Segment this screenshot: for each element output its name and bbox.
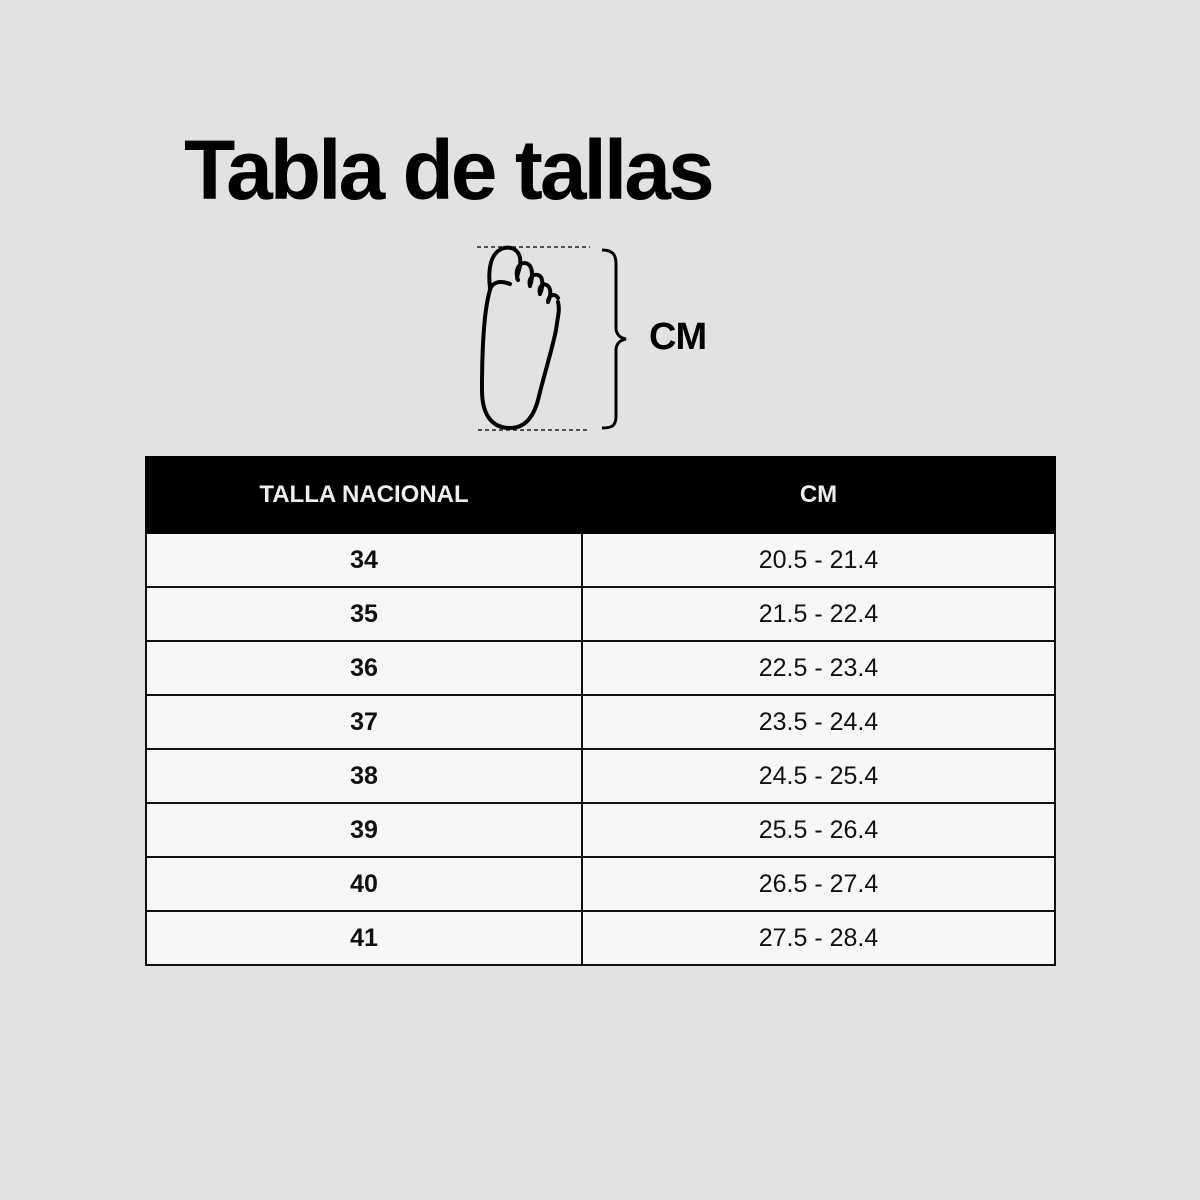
cm-cell: 24.5 - 25.4 — [581, 748, 1056, 804]
size-cell: 35 — [145, 586, 583, 642]
header-cm: CM — [581, 456, 1056, 534]
size-cell: 38 — [145, 748, 583, 804]
cm-cell: 25.5 - 26.4 — [581, 802, 1056, 858]
foot-icon — [477, 245, 627, 431]
table-row: 36 22.5 - 23.4 — [145, 640, 1056, 696]
page-title: Tabla de tallas — [184, 123, 715, 217]
size-cell: 34 — [145, 532, 583, 588]
table-row: 39 25.5 - 26.4 — [145, 802, 1056, 858]
table-row: 38 24.5 - 25.4 — [145, 748, 1056, 804]
table-row: 34 20.5 - 21.4 — [145, 532, 1056, 588]
header-talla-nacional: TALLA NACIONAL — [145, 456, 583, 534]
cm-cell: 21.5 - 22.4 — [581, 586, 1056, 642]
table-header-row: TALLA NACIONAL CM — [145, 456, 1056, 534]
size-cell: 36 — [145, 640, 583, 696]
cm-label: CM — [649, 316, 707, 358]
cm-cell: 27.5 - 28.4 — [581, 910, 1056, 966]
size-table: TALLA NACIONAL CM 34 20.5 - 21.4 35 21.5 - … — [145, 456, 1056, 966]
cm-cell: 26.5 - 27.4 — [581, 856, 1056, 912]
size-cell: 40 — [145, 856, 583, 912]
table-row: 37 23.5 - 24.4 — [145, 694, 1056, 750]
cm-cell: 20.5 - 21.4 — [581, 532, 1056, 588]
cm-cell: 23.5 - 24.4 — [581, 694, 1056, 750]
foot-outline — [479, 245, 561, 431]
cm-cell: 22.5 - 23.4 — [581, 640, 1056, 696]
table-row: 40 26.5 - 27.4 — [145, 856, 1056, 912]
table-row: 35 21.5 - 22.4 — [145, 586, 1056, 642]
bracket — [601, 248, 627, 430]
size-cell: 37 — [145, 694, 583, 750]
table-row: 41 27.5 - 28.4 — [145, 910, 1056, 966]
size-cell: 39 — [145, 802, 583, 858]
size-cell: 41 — [145, 910, 583, 966]
